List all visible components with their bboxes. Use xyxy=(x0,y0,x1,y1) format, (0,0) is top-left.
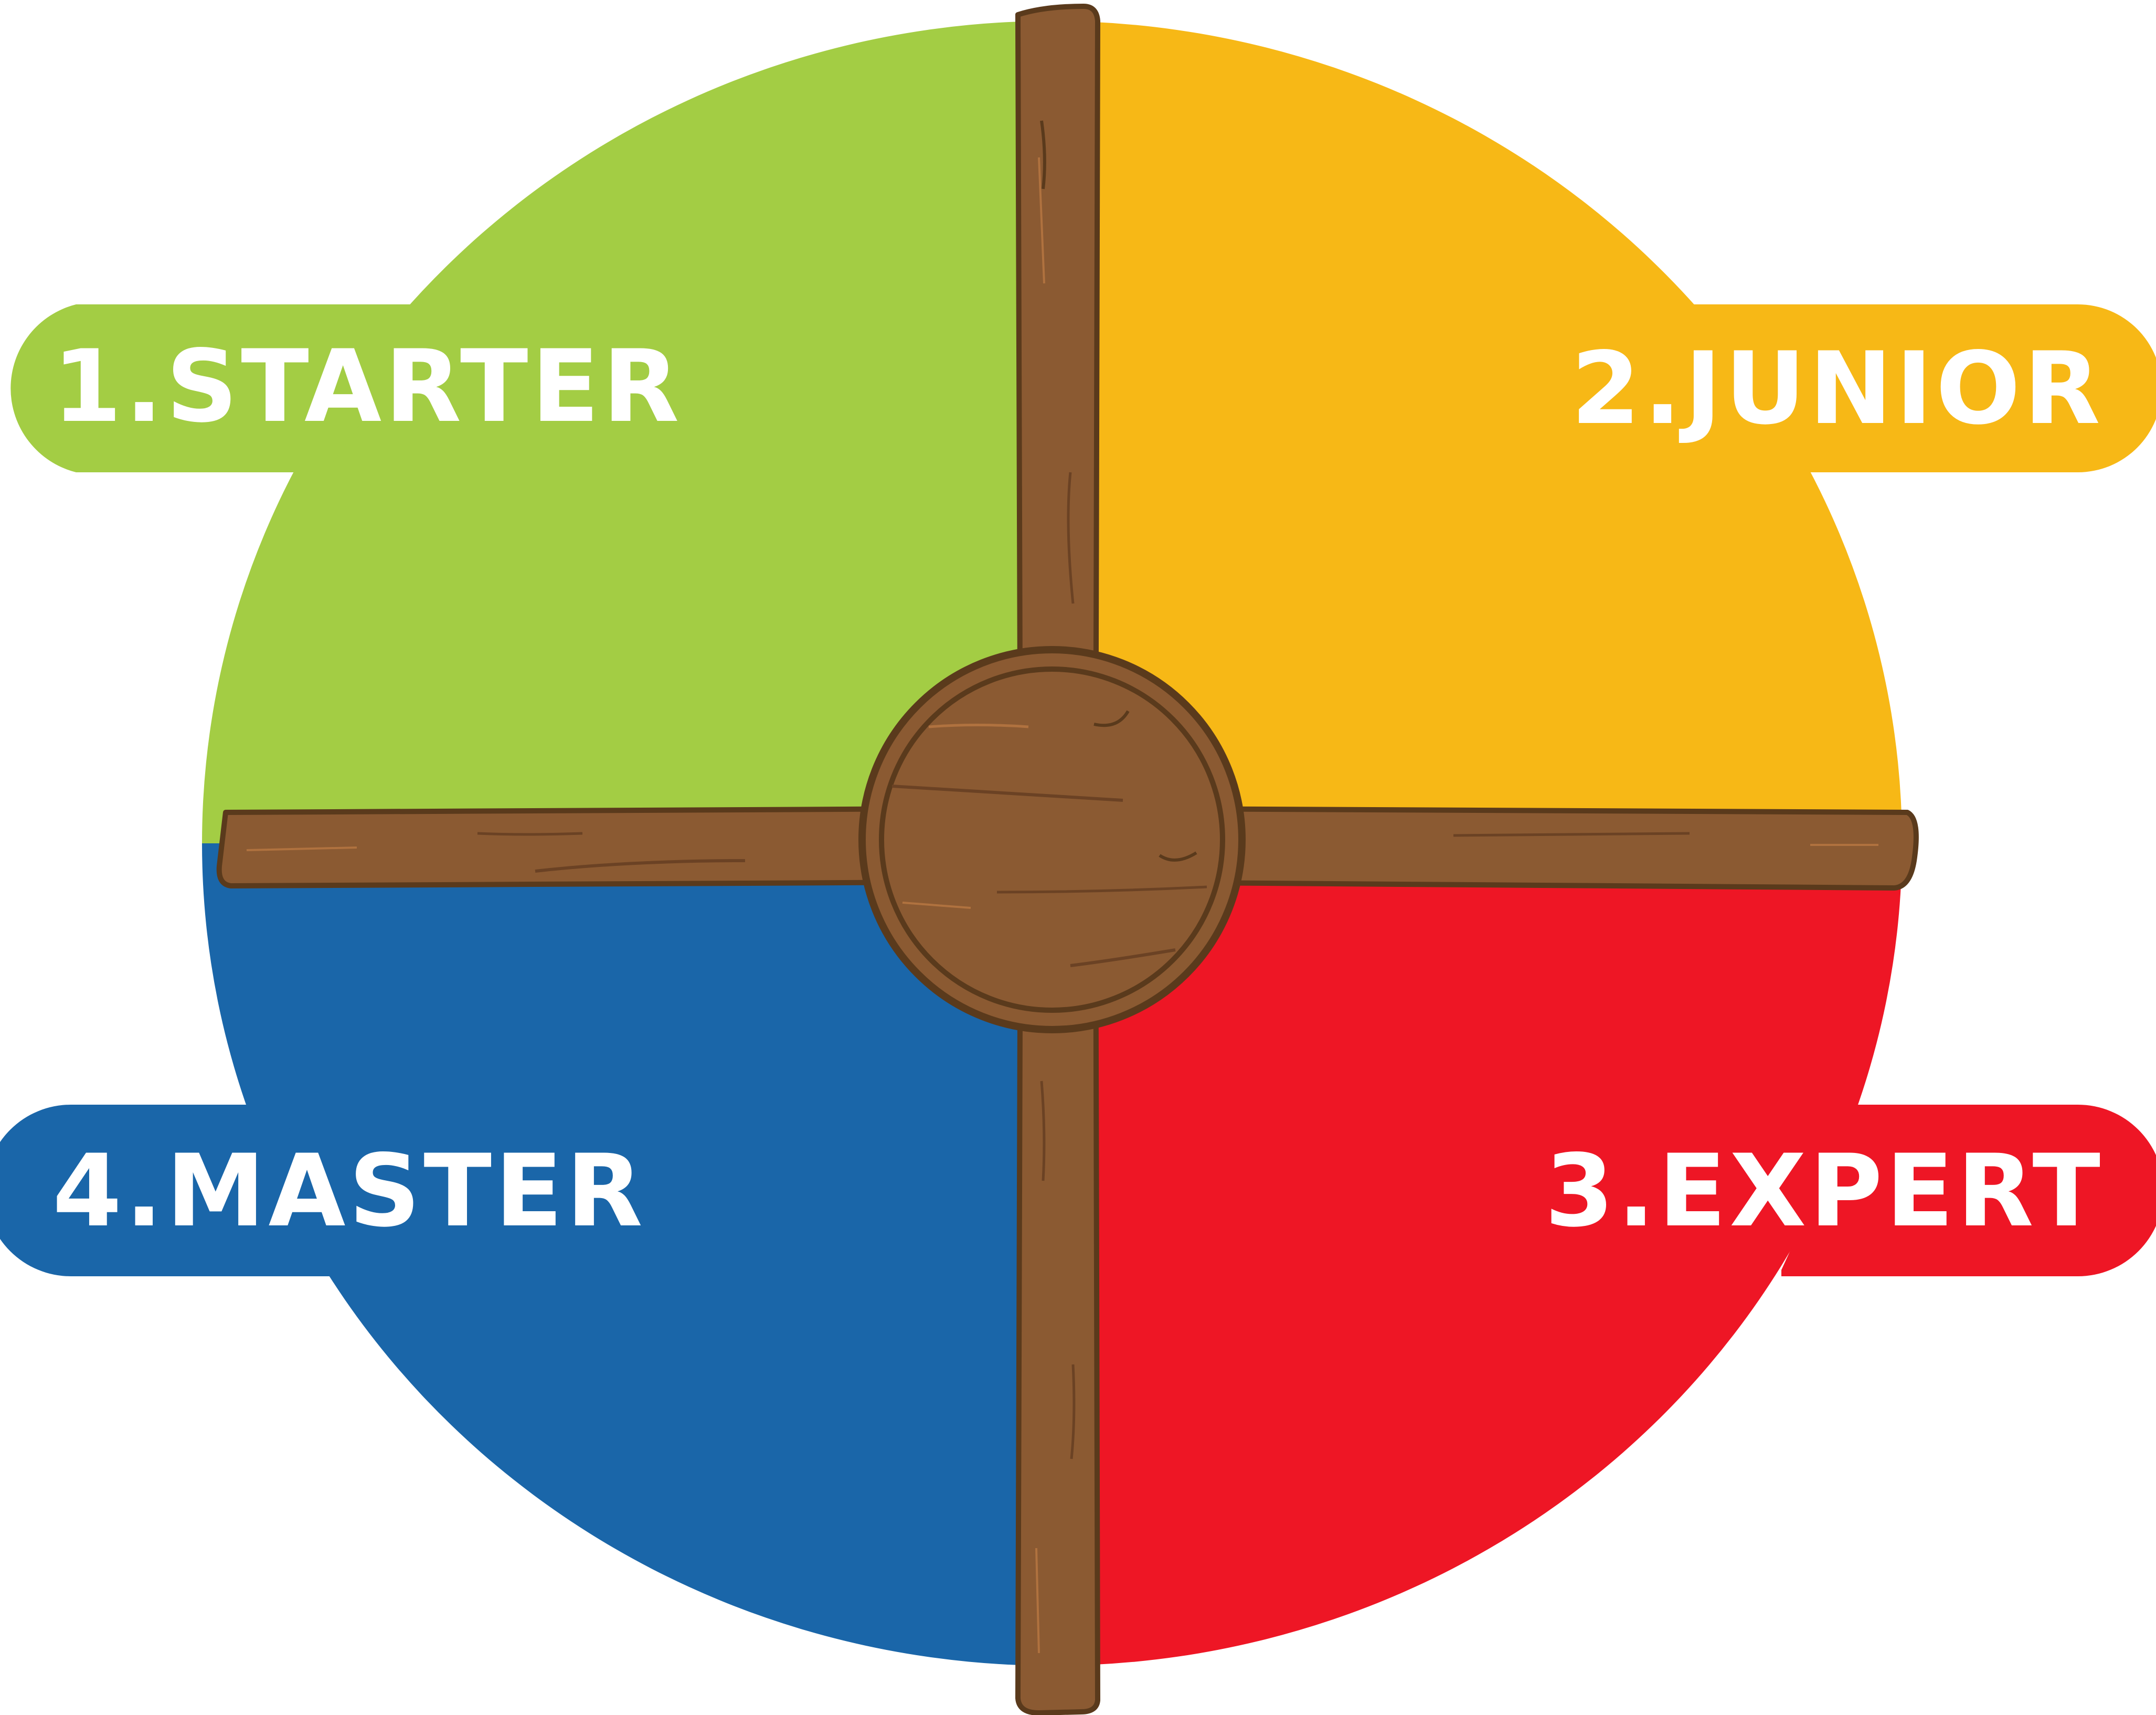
label-pill-master xyxy=(0,1105,357,1276)
center-wood-hub xyxy=(858,646,1246,1033)
quadrant-expert xyxy=(1052,843,1902,1666)
stage-label-junior: 2.JUNIOR xyxy=(1571,331,2104,447)
quadrant-junior xyxy=(1052,21,1902,843)
label-pill-starter xyxy=(10,300,449,472)
label-pill-junior xyxy=(1690,304,2156,472)
stage-label-expert: 3.EXPERT xyxy=(1544,1133,2104,1249)
label-pill-expert xyxy=(1781,1105,2156,1276)
quadrant-master xyxy=(202,843,1052,1666)
quadrant-starter xyxy=(202,21,1052,843)
stage-label-starter: 1.STARTER xyxy=(52,329,683,444)
stage-label-master: 4.MASTER xyxy=(52,1133,646,1249)
